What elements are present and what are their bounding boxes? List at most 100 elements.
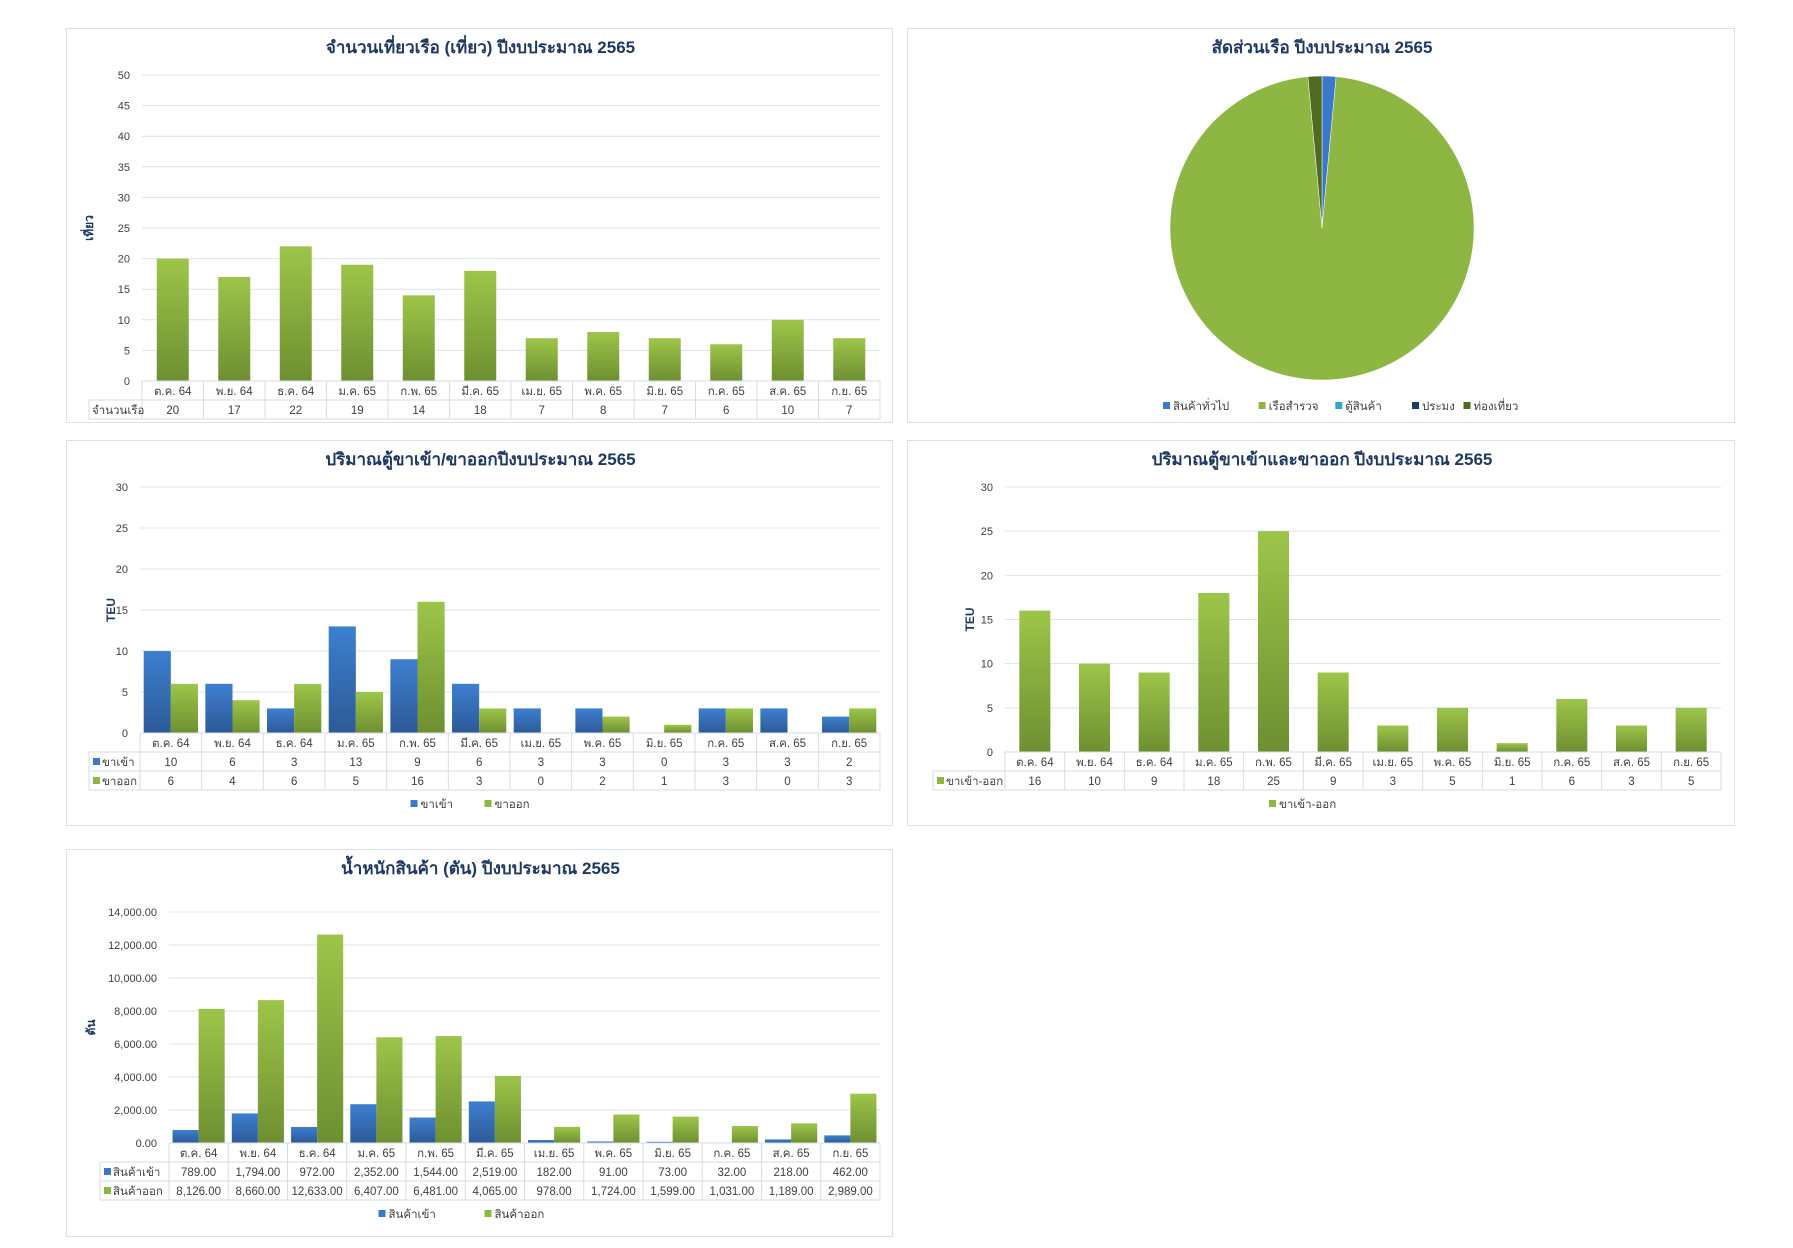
bar-จำนวนเรือ	[771, 319, 804, 381]
y-tick-label: 15	[981, 615, 993, 627]
data-table-value: 18	[1207, 776, 1220, 788]
y-tick-label: 4,000.00	[114, 1072, 157, 1084]
x-category-label: เม.ย. 65	[521, 738, 562, 750]
legend-key-ตู้สินค้า	[1335, 402, 1343, 409]
chart-title: น้ำหนักสินค้า (ตัน) ปีงบประมาณ 2565	[341, 855, 620, 878]
y-tick-label: 30	[116, 482, 128, 494]
bar-ขาเข้า	[698, 708, 726, 733]
bar-จำนวนเรือ	[648, 338, 681, 381]
data-table-value: 1,544.00	[413, 1167, 458, 1179]
bar-ขาเข้า	[575, 708, 603, 733]
bar-จำนวนเรือ	[218, 276, 251, 381]
table-row-label: สินค้าเข้า	[113, 1166, 160, 1179]
bar-ขาเข้า	[267, 708, 295, 733]
data-table-value: 6	[723, 405, 729, 417]
data-table-value: 3	[291, 757, 297, 769]
legend-key-ขาเข้า-ออก	[1269, 800, 1276, 807]
bar-ขาเข้า	[513, 708, 541, 733]
x-category-label: มี.ค. 65	[461, 385, 499, 398]
bar-จำนวนเรือ	[587, 332, 620, 381]
data-table-value: 6	[476, 757, 482, 769]
data-table-value: 6	[291, 776, 297, 788]
chart-panel-trips: จำนวนเที่ยวเรือ (เที่ยว) ปีงบประมาณ 2565…	[66, 28, 893, 423]
legend-key-สินค้าเข้า	[378, 1210, 386, 1217]
x-category-label: ต.ค. 64	[1016, 757, 1054, 769]
data-table-value: 22	[289, 405, 302, 417]
bar-สินค้าออก	[257, 1000, 284, 1143]
data-table-value: 6	[1569, 776, 1575, 788]
bar-สินค้าออก	[554, 1126, 581, 1143]
chart-panel-cargo: น้ำหนักสินค้า (ตัน) ปีงบประมาณ 2565 ตัน 0.…	[66, 849, 893, 1237]
bar-ขาเข้า	[822, 716, 850, 733]
legend-key-ขาออก	[93, 777, 100, 784]
y-tick-label: 20	[118, 254, 130, 266]
data-table-value: 2,519.00	[472, 1167, 517, 1179]
data-table-value: 0	[784, 776, 790, 788]
bar-สินค้าออก	[613, 1114, 640, 1143]
y-tick-label: 15	[116, 605, 128, 617]
legend-key-ประมง	[1412, 402, 1419, 409]
x-category-label: ส.ค. 65	[769, 386, 806, 398]
bar-ขาเข้า-ออก	[1019, 610, 1051, 752]
y-tick-label: 6,000.00	[114, 1039, 157, 1051]
data-table-value: 2	[846, 757, 852, 769]
bar-ขาออก	[417, 601, 445, 733]
x-category-label: ต.ค. 64	[152, 738, 190, 750]
y-tick-label: 10	[118, 315, 130, 327]
bar-ขาออก	[725, 708, 753, 733]
bar-ขาออก	[602, 716, 630, 733]
legend-label: สินค้าออก	[495, 1208, 545, 1221]
legend-label: สินค้าเข้า	[389, 1208, 436, 1221]
share-pie-chart: สัดส่วนเรือ ปีงบประมาณ 2565 สินค้าทั่วไป เ…	[1163, 37, 1519, 413]
chart-title: ปริมาณตู้ขาเข้า/ขาออกปีงบประมาณ 2565	[325, 449, 635, 471]
bar-สินค้าออก	[672, 1116, 699, 1143]
bar-จำนวนเรือ	[156, 258, 189, 381]
x-category-label: มี.ค. 65	[1314, 756, 1352, 769]
bar-จำนวนเรือ	[341, 264, 374, 381]
bar-ขาออก	[170, 683, 198, 733]
data-table-value: 1,794.00	[235, 1167, 280, 1179]
x-category-label: ก.ค. 65	[1553, 757, 1590, 769]
x-category-label: ธ.ค. 64	[276, 738, 314, 750]
x-category-label: ก.ค. 65	[707, 738, 744, 750]
x-category-label: ม.ค. 65	[1195, 757, 1233, 769]
data-table-value: 25	[1267, 776, 1280, 788]
data-table-value: 2	[599, 776, 605, 788]
bar-ขาเข้า-ออก	[1675, 707, 1707, 752]
data-table-value: 73.00	[658, 1167, 687, 1179]
y-tick-label: 0	[122, 728, 128, 740]
legend-key-เรือสำรวจ	[1258, 402, 1266, 409]
y-tick-label: 5	[122, 687, 128, 699]
chart-title: จำนวนเที่ยวเรือ (เที่ยว) ปีงบประมาณ 2565	[326, 35, 635, 57]
data-table-value: 3	[1390, 776, 1396, 788]
x-category-label: พ.ค. 65	[595, 1148, 633, 1160]
bar-สินค้าออก	[494, 1075, 521, 1143]
x-category-label: ก.พ. 65	[417, 1148, 454, 1160]
data-table-value: 7	[539, 405, 545, 417]
chart-panel-share: สัดส่วนเรือ ปีงบประมาณ 2565 สินค้าทั่วไป เ…	[907, 28, 1735, 423]
legend-label: ขาออก	[495, 799, 530, 811]
data-table-value: 3	[599, 757, 605, 769]
y-tick-label: 20	[981, 570, 993, 582]
x-category-label: ก.พ. 65	[1255, 757, 1292, 769]
legend-label: ท่องเที่ยว	[1474, 398, 1519, 413]
x-category-label: พ.ย. 64	[240, 1148, 277, 1160]
x-category-label: ก.ค. 65	[713, 1148, 750, 1160]
legend-key-ขาเข้า	[410, 800, 418, 807]
y-tick-label: 50	[118, 70, 130, 82]
data-table-value: 972.00	[300, 1167, 335, 1179]
data-table-value: 2,352.00	[354, 1167, 399, 1179]
bar-ขาเข้า	[205, 683, 233, 733]
data-table-value: 1	[1509, 776, 1515, 788]
data-table-value: 4,065.00	[472, 1186, 517, 1198]
data-table-value: 18	[474, 405, 487, 417]
bar-ขาเข้า-ออก	[1496, 743, 1528, 752]
x-category-label: ต.ค. 64	[180, 1148, 218, 1160]
bar-จำนวนเรือ	[525, 338, 558, 381]
legend-key-ท่องเที่ยว	[1463, 402, 1471, 409]
data-table-value: 9	[1151, 776, 1157, 788]
y-tick-label: 2,000.00	[114, 1105, 157, 1117]
x-category-label: ก.พ. 65	[400, 386, 437, 398]
x-category-label: ก.พ. 65	[399, 738, 436, 750]
x-category-label: ธ.ค. 64	[299, 1148, 337, 1160]
